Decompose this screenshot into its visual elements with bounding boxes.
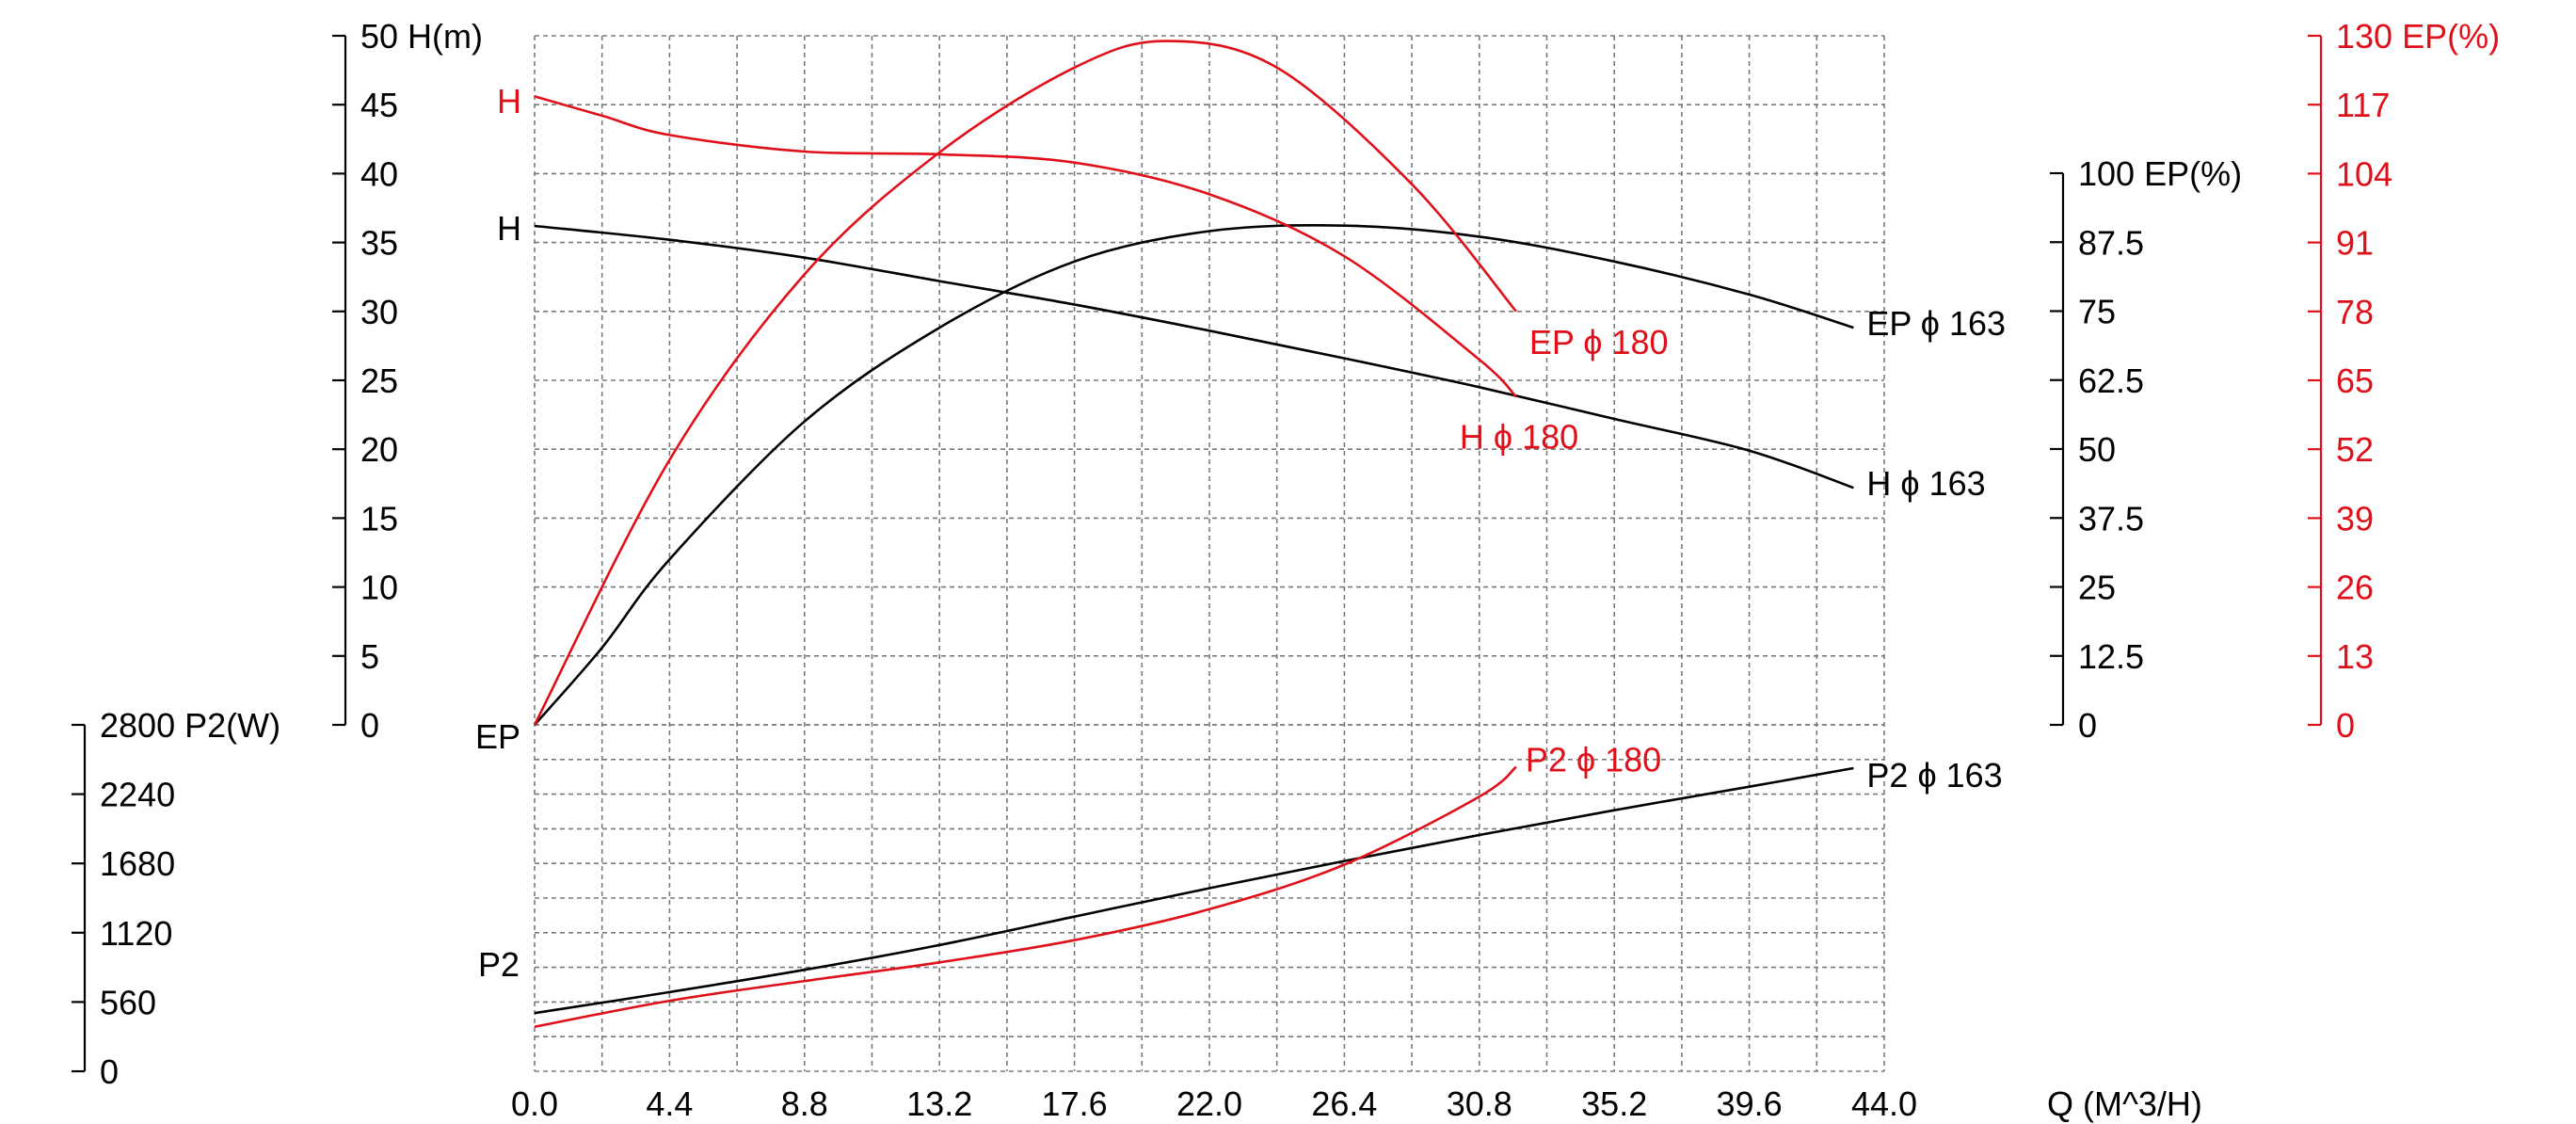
- curve-power-phi180: [534, 765, 1517, 1028]
- series-label: EP ϕ 180: [1529, 323, 1669, 361]
- eff-163-tick-label: 50: [2078, 430, 2116, 469]
- eff-180-tick-label: 78: [2336, 293, 2374, 331]
- eff-180-tick-label: 26: [2336, 569, 2374, 607]
- series-label: H ϕ 163: [1866, 464, 1985, 503]
- head-tick-label: 35: [360, 224, 398, 263]
- axes: 0 5 10 15 20 25 30 35 40 45 50 H(m) 0 560 1120 1680 224…: [72, 17, 2500, 1123]
- x-tick-label: 44.0: [1851, 1084, 1917, 1123]
- eff-180-tick-label: 0: [2336, 706, 2355, 745]
- eff-180-tick-label: 104: [2336, 154, 2392, 193]
- eff-163-tick-label: 37.5: [2078, 499, 2144, 538]
- curve-start-label: P2: [478, 945, 520, 984]
- eff-180-axis-title: 130 EP(%): [2336, 17, 2500, 56]
- eff-163-tick-label: 12.5: [2078, 637, 2144, 676]
- grid: [534, 35, 1885, 1072]
- curves: [533, 40, 1854, 1028]
- x-tick-label: 0.0: [511, 1084, 558, 1123]
- eff-180-tick-label: 65: [2336, 361, 2374, 400]
- series-label: H ϕ 180: [1460, 418, 1578, 457]
- eff-163-tick-label: 0: [2078, 706, 2097, 745]
- power-tick-label: 1120: [100, 914, 172, 953]
- x-tick-label: 17.6: [1042, 1084, 1108, 1123]
- head-tick-label: 15: [360, 499, 398, 538]
- curve-start-label: EP: [475, 717, 520, 756]
- series-label: P2 ϕ 163: [1866, 756, 2002, 795]
- eff-180-tick-label: 91: [2336, 224, 2374, 263]
- eff-163-tick-label: 87.5: [2078, 223, 2144, 262]
- head-tick-label: 5: [360, 637, 379, 676]
- x-tick-label: 26.4: [1311, 1084, 1377, 1123]
- head-tick-label: 10: [360, 569, 398, 607]
- x-tick-label: 8.8: [781, 1084, 828, 1123]
- curve-head-phi180: [534, 95, 1517, 398]
- eff-163-tick-label: 75: [2078, 293, 2116, 331]
- eff-180-tick-label: 117: [2336, 86, 2390, 124]
- power-tick-label: 1680: [100, 844, 175, 883]
- eff-180-tick-label: 39: [2336, 499, 2374, 538]
- curve-start-label: H: [497, 82, 521, 120]
- x-tick-label: 30.8: [1447, 1084, 1512, 1123]
- power-tick-label: 2240: [100, 776, 175, 814]
- curve-eff-phi163: [534, 223, 1854, 726]
- head-tick-label: 20: [360, 430, 398, 469]
- head-tick-label: 30: [360, 293, 398, 331]
- series-label: P2 ϕ 180: [1526, 741, 1661, 779]
- eff-163-tick-label: 25: [2078, 569, 2116, 607]
- curve-eff-phi180: [533, 40, 1517, 726]
- x-tick-label: 39.6: [1717, 1084, 1783, 1123]
- head-axis-title: 50 H(m): [360, 17, 483, 56]
- power-tick-label: 560: [100, 983, 156, 1021]
- head-tick-label: 45: [360, 86, 398, 124]
- series-label: EP ϕ 163: [1866, 304, 2006, 343]
- x-tick-label: 4.4: [646, 1084, 693, 1123]
- power-tick-label: 0: [100, 1052, 119, 1091]
- labels: H ϕ 163 EP ϕ 163 P2 ϕ 163 H ϕ 180 EP ϕ 180 P2…: [475, 82, 2006, 984]
- eff-180-tick-label: 52: [2336, 430, 2374, 469]
- eff-180-tick-label: 13: [2336, 637, 2374, 676]
- x-tick-label: 35.2: [1581, 1084, 1647, 1123]
- x-tick-label: 13.2: [906, 1084, 972, 1123]
- curve-start-label: H: [497, 209, 521, 248]
- curve-head-phi163: [534, 224, 1854, 490]
- eff-163-tick-label: 62.5: [2078, 361, 2144, 400]
- x-axis-title: Q (M^3/H): [2047, 1084, 2202, 1123]
- head-tick-label: 25: [360, 361, 398, 400]
- eff-163-axis-title: 100 EP(%): [2078, 154, 2242, 193]
- x-tick-label: 22.0: [1176, 1084, 1242, 1123]
- head-tick-label: 40: [360, 154, 398, 193]
- curve-power-phi163: [534, 766, 1854, 1015]
- power-axis-title: 2800 P2(W): [100, 706, 280, 745]
- head-tick-label: 0: [360, 706, 379, 745]
